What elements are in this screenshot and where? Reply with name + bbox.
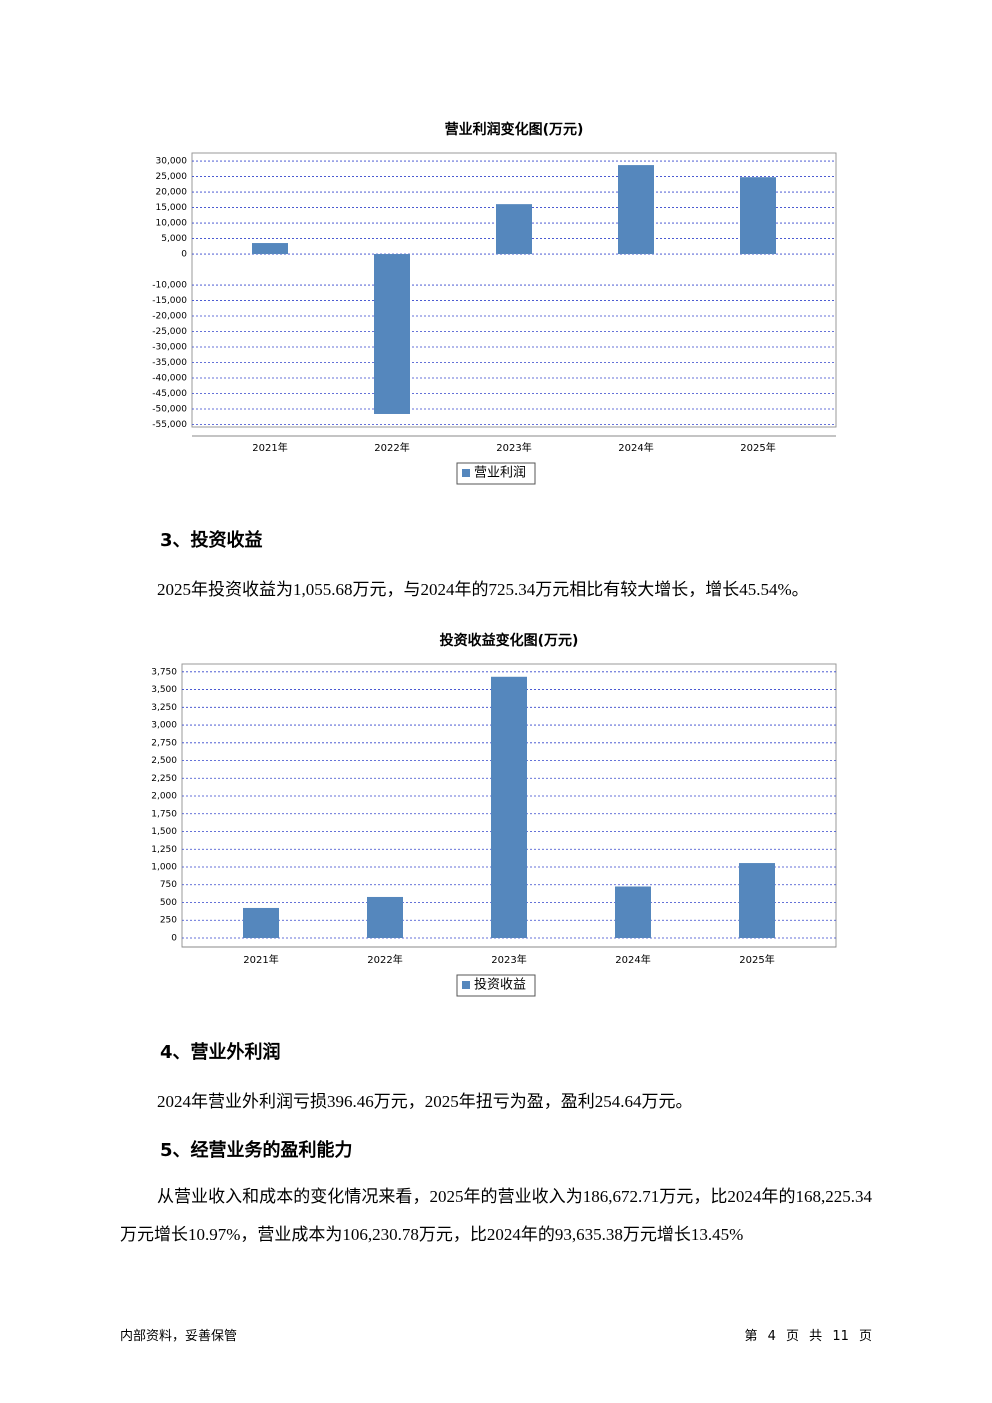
y-tick-label: -35,000 (152, 358, 187, 368)
y-tick-label: 250 (160, 916, 177, 926)
legend-swatch (462, 469, 470, 477)
y-tick-label: 500 (160, 898, 177, 908)
bar (243, 907, 279, 938)
y-tick-label: 3,750 (151, 667, 177, 677)
bar (252, 243, 288, 255)
x-tick-label: 2023年 (496, 441, 531, 454)
y-tick-label: -25,000 (152, 327, 187, 337)
y-tick-label: 20,000 (156, 188, 188, 198)
plot-frame (191, 152, 837, 428)
chart-title: 投资收益变化图(万元) (440, 632, 579, 649)
x-tick-label: 2024年 (618, 441, 653, 454)
y-tick-label: -15,000 (152, 296, 187, 306)
heading: 3、投资收益 (160, 530, 263, 551)
x-tick-label: 2025年 (739, 953, 774, 966)
y-tick-label: 750 (160, 880, 177, 890)
y-tick-label: 0 (181, 250, 187, 260)
x-tick-label: 2023年 (491, 953, 526, 966)
bar (740, 177, 776, 255)
y-tick-label: 10,000 (156, 219, 188, 229)
x-tick-label: 2022年 (374, 441, 409, 454)
y-tick-label: 1,500 (151, 827, 177, 837)
x-tick-label: 2025年 (740, 441, 775, 454)
legend-label: 营业利润 (474, 466, 526, 481)
bar (618, 165, 654, 255)
paragraph: 从营业收入和成本的变化情况来看，2025年的营业收入为186,672.71万元，… (120, 1187, 872, 1244)
bar (615, 886, 651, 938)
y-tick-label: 1,750 (151, 809, 177, 819)
paragraph: 2025年投资收益为1,055.68万元，与2024年的725.34万元相比有较… (157, 580, 809, 599)
y-tick-label: 2,500 (151, 756, 177, 766)
y-tick-label: -20,000 (152, 312, 187, 322)
paragraph: 2024年营业外利润亏损396.46万元，2025年扭亏为盈，盈利254.64万… (157, 1092, 693, 1111)
footer-right: 第 4 页 共 11 页 (744, 1329, 872, 1344)
x-tick-label: 2021年 (243, 953, 278, 966)
x-tick-label: 2022年 (367, 953, 402, 966)
chart-title: 营业利润变化图(万元) (445, 121, 584, 138)
y-tick-label: 1,250 (151, 845, 177, 855)
legend-swatch (462, 981, 470, 989)
legend-box (456, 974, 536, 997)
y-tick-label: 3,500 (151, 685, 177, 695)
bar (739, 863, 775, 938)
legend-box (456, 462, 536, 485)
bar (367, 896, 403, 938)
y-tick-label: -10,000 (152, 281, 187, 291)
legend-label: 投资收益 (474, 977, 526, 993)
y-tick-label: -30,000 (152, 343, 187, 353)
y-tick-label: 2,750 (151, 738, 177, 748)
y-tick-label: 2,000 (151, 792, 177, 802)
bar (374, 254, 410, 414)
y-tick-label: 5,000 (161, 234, 187, 244)
y-tick-label: -55,000 (152, 420, 187, 430)
x-tick-label: 2021年 (252, 441, 287, 454)
y-tick-label: 25,000 (156, 172, 188, 182)
y-tick-label: -50,000 (152, 405, 187, 415)
bar (491, 676, 527, 938)
y-tick-label: -45,000 (152, 389, 187, 399)
x-tick-label: 2024年 (615, 953, 650, 966)
y-tick-label: 3,250 (151, 703, 177, 713)
bar (496, 204, 532, 255)
y-tick-label: 30,000 (156, 157, 188, 167)
heading: 5、经营业务的盈利能力 (160, 1140, 353, 1161)
y-tick-label: 1,000 (151, 863, 177, 873)
y-tick-label: 15,000 (156, 203, 188, 213)
y-tick-label: 0 (171, 933, 177, 943)
y-tick-label: -40,000 (152, 374, 187, 384)
footer-left: 内部资料，妥善保管 (120, 1329, 238, 1344)
y-tick-label: 3,000 (151, 721, 177, 731)
heading: 4、营业外利润 (160, 1042, 281, 1063)
y-tick-label: 2,250 (151, 774, 177, 784)
